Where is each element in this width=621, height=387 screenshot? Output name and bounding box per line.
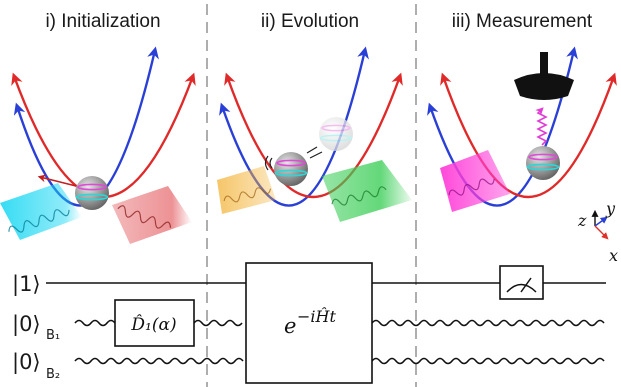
mode-b2-ket-label: |0⟩ <box>12 350 41 375</box>
mode-b2-wire <box>371 357 605 365</box>
meter-icon <box>499 265 544 300</box>
motion-lines <box>264 146 323 171</box>
ion-sphere <box>75 176 109 210</box>
qubit-ket-label: |1⟩ <box>12 272 41 297</box>
red-potential-curve <box>11 72 196 198</box>
coordinate-axes: z y x <box>577 199 618 265</box>
ion-sphere <box>274 152 308 186</box>
evolution-panel <box>217 46 412 222</box>
red-laser-beam <box>112 186 192 244</box>
axis-label-x: x <box>609 246 618 265</box>
mode-b1-wire <box>193 319 243 327</box>
displacement-gate-label: D̂₁(α) <box>130 315 176 335</box>
photon-emission <box>535 107 548 146</box>
mode-b1-ket-label: |0⟩ <box>12 312 41 337</box>
magenta-laser-beam <box>440 150 510 212</box>
axis-label-y: y <box>605 199 616 218</box>
panel-title-initialization: i) Initialization <box>45 11 160 32</box>
ghost-ion <box>319 117 353 151</box>
mode-b1-subscript: B₁ <box>46 328 60 343</box>
panel-title-measurement: iii) Measurement <box>452 11 593 32</box>
detector-icon <box>514 52 574 100</box>
quantum-circuit: |1⟩ |0⟩ B₁ |0⟩ B₂ D̂₁(α) e −iĤt <box>12 262 606 384</box>
cyan-laser-beam <box>0 183 82 240</box>
green-laser-beam <box>322 160 412 222</box>
evolution-gate-exponent: −iĤt <box>297 306 336 326</box>
initialization-panel <box>0 46 196 244</box>
panel-title-evolution: ii) Evolution <box>261 11 359 32</box>
evolution-gate-base: e <box>284 314 296 338</box>
displacement-arrow <box>37 174 77 187</box>
orange-laser-beam <box>217 166 276 214</box>
blue-potential-curve <box>219 46 369 207</box>
mode-b1-wire <box>371 319 605 327</box>
mode-b2-subscript: B₂ <box>46 367 60 382</box>
ion-sphere <box>526 146 560 180</box>
red-potential-curve <box>224 72 403 198</box>
red-potential-curve <box>440 72 617 199</box>
axis-label-z: z <box>577 211 587 230</box>
evolution-gate <box>245 262 373 384</box>
mode-b2-wire <box>74 357 244 365</box>
mode-b1-wire <box>74 319 116 327</box>
blue-potential-curve <box>427 46 578 207</box>
measurement-panel: z y x <box>427 46 618 265</box>
displacement-gate <box>114 299 195 347</box>
